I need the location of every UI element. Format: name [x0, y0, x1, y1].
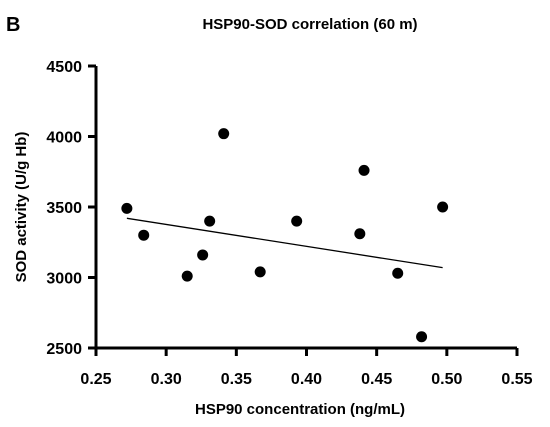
data-point: [218, 128, 230, 140]
y-tick-label: 3000: [46, 271, 82, 288]
x-axis-ticks: 0.25 0.30 0.35 0.40 0.45 0.50 0.55: [80, 348, 533, 388]
x-tick-label: 0.35: [221, 371, 252, 388]
data-point: [354, 228, 366, 240]
data-points: [121, 128, 449, 343]
x-axis-label: HSP90 concentration (ng/mL): [195, 401, 405, 418]
x-tick-label: 0.25: [80, 371, 111, 388]
y-axis-label: SOD activity (U/g Hb): [13, 132, 30, 283]
data-point: [204, 215, 216, 227]
chart-title: HSP90-SOD correlation (60 m): [202, 16, 417, 33]
data-point: [254, 266, 266, 278]
trend-line-group: [126, 217, 443, 269]
y-tick-label: 2500: [46, 341, 82, 358]
data-point: [358, 164, 370, 176]
data-point: [181, 270, 193, 282]
data-point: [437, 201, 449, 213]
y-tick-label: 4500: [46, 59, 82, 76]
y-axis-ticks: 2500 3000 3500 4000 4500: [46, 59, 96, 358]
data-point: [197, 249, 209, 261]
data-point: [416, 331, 428, 343]
x-tick-label: 0.55: [501, 371, 532, 388]
data-point: [291, 215, 303, 227]
x-tick-label: 0.45: [361, 371, 392, 388]
y-tick-label: 4000: [46, 130, 82, 147]
y-tick-label: 3500: [46, 200, 82, 217]
data-point: [138, 229, 150, 241]
x-tick-label: 0.40: [291, 371, 322, 388]
data-point: [392, 267, 404, 279]
data-point: [121, 202, 133, 214]
x-tick-label: 0.30: [151, 371, 182, 388]
panel-label: B: [6, 14, 20, 36]
trend-line: [126, 217, 443, 269]
x-tick-label: 0.50: [431, 371, 462, 388]
